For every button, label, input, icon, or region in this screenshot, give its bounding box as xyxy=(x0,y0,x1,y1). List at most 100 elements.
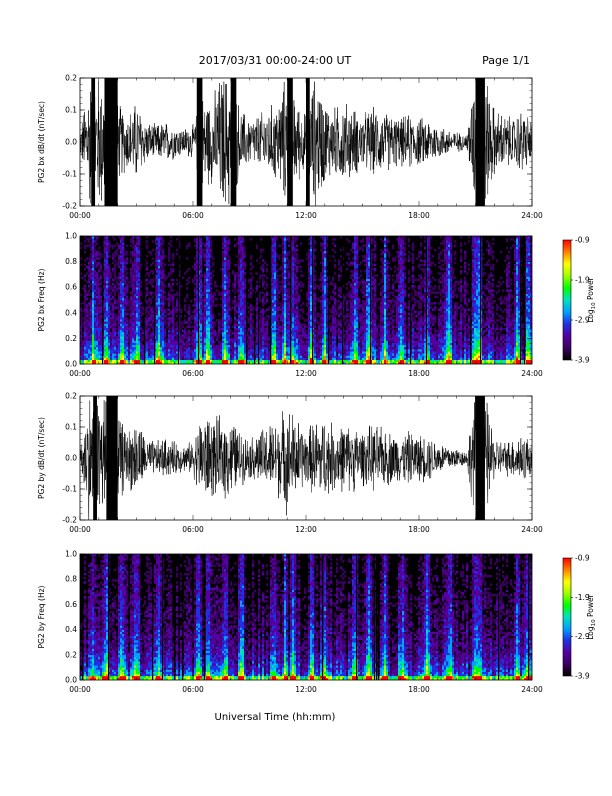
panel-bx-freq-plot xyxy=(80,236,532,364)
y-tick-label: -0.2 xyxy=(62,202,77,211)
y-tick-label: -0.1 xyxy=(62,170,77,179)
data-gap xyxy=(480,236,481,364)
header-page: Page 1/1 xyxy=(482,54,530,67)
x-tick-label: 06:00 xyxy=(182,685,204,694)
panel-bx-dbdt-ylabel: PG2 bx dB/dt (nT/sec) xyxy=(37,101,46,183)
data-gap xyxy=(108,554,109,680)
y-tick-label: 0.6 xyxy=(65,600,77,609)
data-gap xyxy=(376,554,377,680)
x-tick-label: 06:00 xyxy=(182,369,204,378)
data-gap xyxy=(246,236,247,364)
x-tick-label: 18:00 xyxy=(408,685,430,694)
data-gap xyxy=(498,554,499,680)
data-gap xyxy=(144,236,145,364)
panel-bx-freq: 0.0 0.2 0.4 0.6 0.8 1.0 00:00 06:00 12:00 18:00 2… xyxy=(37,232,597,379)
data-gap xyxy=(312,236,313,364)
y-tick-label: -0.2 xyxy=(62,516,77,525)
saturated-band xyxy=(106,396,117,520)
data-gap xyxy=(342,236,343,364)
saturated-band xyxy=(197,78,203,206)
data-gap xyxy=(528,554,529,680)
data-gap xyxy=(102,236,103,364)
x-tick-label: 18:00 xyxy=(408,525,430,534)
colorbar-scale xyxy=(563,240,571,360)
y-tick-label: -0.1 xyxy=(62,485,77,494)
y-tick-label: 0.2 xyxy=(65,650,77,659)
saturated-band xyxy=(231,78,237,206)
y-tick-label: 0.0 xyxy=(65,138,77,147)
y-tick-label: 0.2 xyxy=(65,74,77,83)
header-date-range: 2017/03/31 00:00-24:00 UT xyxy=(199,54,352,67)
panel-bx-dbdt: -0.2 -0.1 0.0 0.1 0.2 00:00 06:00 12:00 18:00 24… xyxy=(37,74,543,221)
x-tick-label: 24:00 xyxy=(521,369,543,378)
y-tick-label: 0.4 xyxy=(65,625,77,634)
x-tick-label: 00:00 xyxy=(69,369,91,378)
data-gap xyxy=(290,236,291,364)
saturated-band xyxy=(306,78,310,206)
data-gap xyxy=(370,236,371,364)
y-tick-label: 0.8 xyxy=(65,575,77,584)
x-tick-label: 12:00 xyxy=(295,211,317,220)
x-tick-label: 06:00 xyxy=(182,211,204,220)
data-gap xyxy=(356,554,357,680)
panel-by-dbdt-ylabel: PG2 by dB/dt (nT/sec) xyxy=(37,417,46,499)
y-tick-label: 0.4 xyxy=(65,308,77,317)
x-tick-label: 24:00 xyxy=(521,211,543,220)
x-tick-label: 12:00 xyxy=(295,369,317,378)
y-tick-label: 0.8 xyxy=(65,257,77,266)
saturated-band xyxy=(93,396,97,520)
y-tick-label: 1.0 xyxy=(65,232,77,241)
data-gap xyxy=(470,236,471,364)
colorbar-tick-label: -3.9 xyxy=(575,356,590,365)
data-gap xyxy=(162,554,163,680)
colorbar-tick-label: -0.9 xyxy=(575,554,590,563)
x-tick-label: 24:00 xyxy=(521,525,543,534)
data-gap xyxy=(378,554,379,680)
y-tick-label: 0.2 xyxy=(65,392,77,401)
colorbar-label: Log10 Power xyxy=(586,593,597,639)
data-gap xyxy=(426,236,427,364)
panel-bx-dbdt-plot xyxy=(80,78,532,210)
x-tick-label: 18:00 xyxy=(408,369,430,378)
data-gap xyxy=(182,554,183,680)
panel-by-dbdt-plot xyxy=(80,391,532,525)
data-gap xyxy=(198,236,199,364)
data-gap xyxy=(254,236,255,364)
y-tick-label: 0.0 xyxy=(65,676,77,685)
data-gap xyxy=(174,554,175,680)
colorbar-tick-label: -3.9 xyxy=(575,672,590,681)
y-tick-label: 0.2 xyxy=(65,334,77,343)
data-gap xyxy=(152,554,153,680)
x-tick-label: 00:00 xyxy=(69,685,91,694)
x-axis-title: Universal Time (hh:mm) xyxy=(215,712,336,723)
data-gap xyxy=(154,236,155,364)
y-tick-label: 0.1 xyxy=(65,106,77,115)
x-tick-label: 24:00 xyxy=(521,685,543,694)
y-tick-label: 0.0 xyxy=(65,360,77,369)
saturated-band xyxy=(104,78,117,206)
data-gap xyxy=(178,236,179,364)
data-gap xyxy=(258,236,259,364)
y-tick-label: 0.1 xyxy=(65,423,77,432)
x-tick-label: 18:00 xyxy=(408,211,430,220)
x-tick-label: 12:00 xyxy=(295,685,317,694)
data-gap xyxy=(270,236,271,364)
data-gap xyxy=(82,554,83,680)
x-tick-label: 00:00 xyxy=(69,211,91,220)
x-tick-label: 06:00 xyxy=(182,525,204,534)
data-gap xyxy=(410,236,411,364)
saturated-band xyxy=(476,78,485,206)
saturated-band xyxy=(476,396,485,520)
panel-by-freq-ylabel: PG2 by Freq (Hz) xyxy=(37,585,46,648)
colorbar-label: Log10 Power xyxy=(586,276,597,322)
colorbar-scale xyxy=(563,558,571,676)
data-gap xyxy=(520,236,521,364)
dbdt-trace xyxy=(80,391,532,525)
y-tick-label: 0.6 xyxy=(65,283,77,292)
panel-by-freq-plot xyxy=(80,554,532,680)
